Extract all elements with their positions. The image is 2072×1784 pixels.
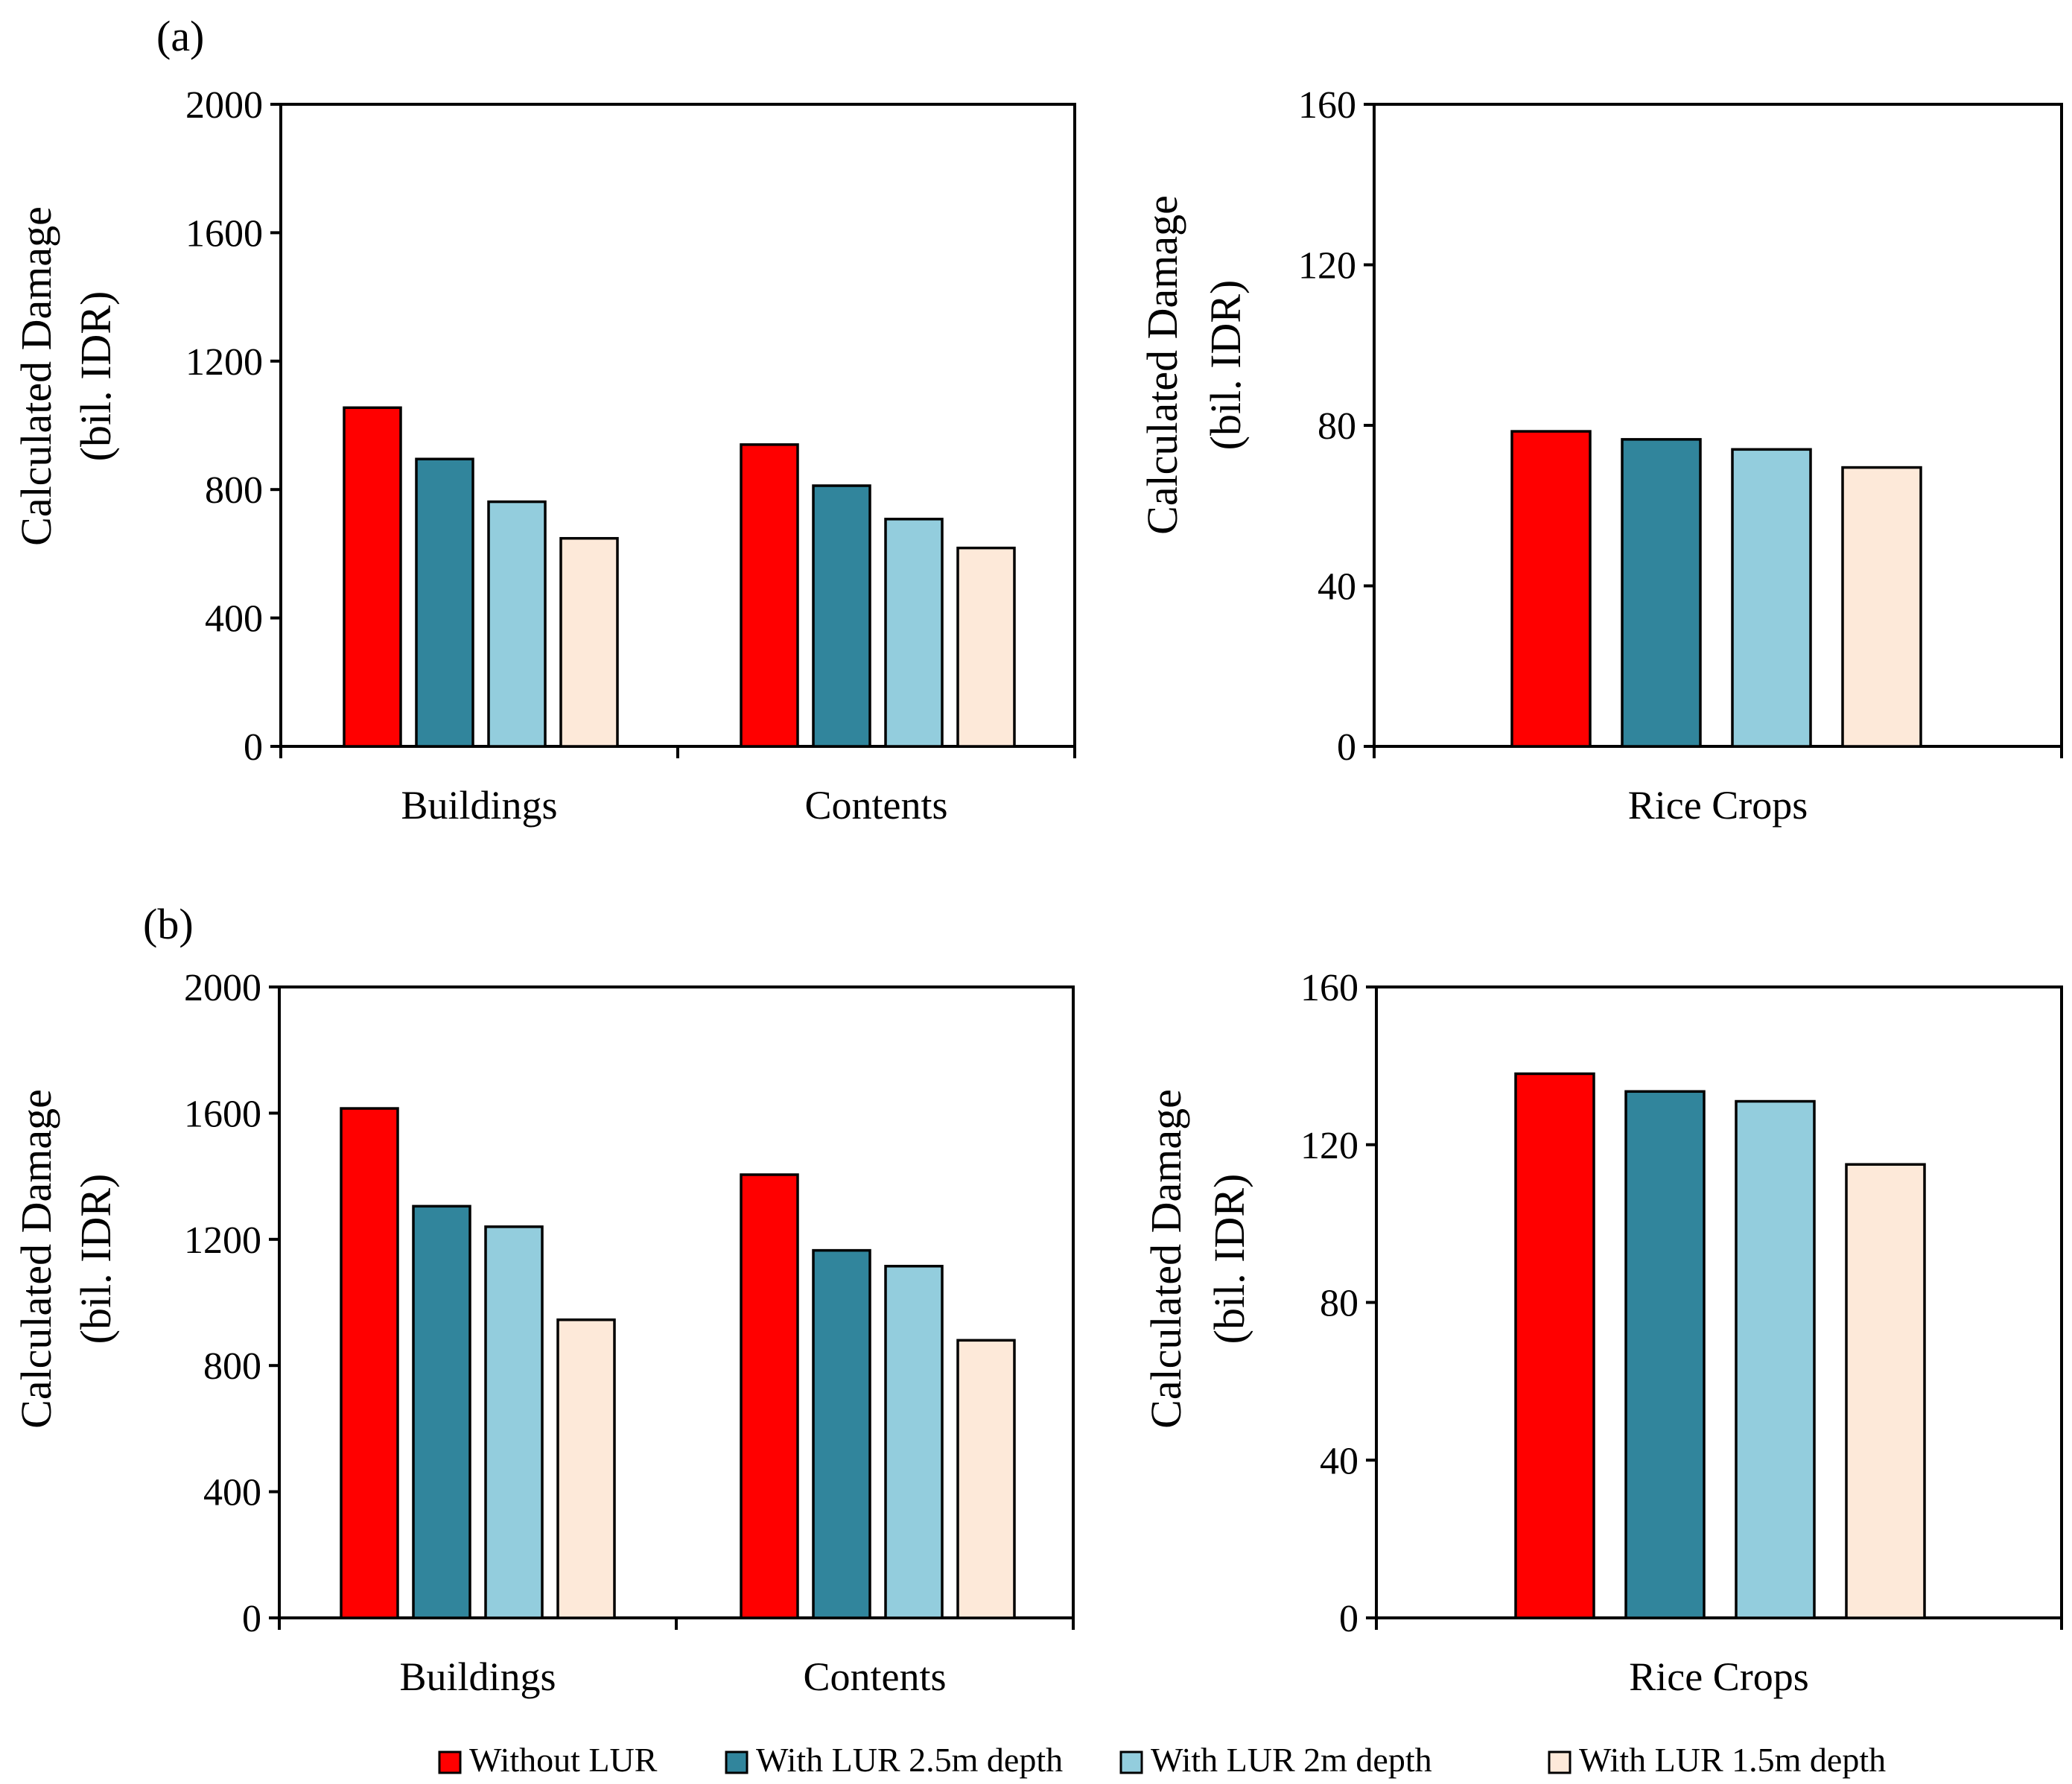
y-axis-label: Calculated Damage [1138, 195, 1186, 535]
bar [484, 1225, 544, 1619]
legend-label: With LUR 1.5m depth [1579, 1741, 1886, 1779]
legend-label: With LUR 2m depth [1151, 1741, 1432, 1779]
x-category-label: Contents [803, 1654, 946, 1699]
y-tick-label: 40 [1318, 566, 1356, 609]
y-tick-label: 0 [244, 726, 263, 769]
bar [412, 1204, 471, 1619]
y-tick-label: 1200 [184, 1219, 261, 1262]
chart-b-right: 0 40 80 120 160 Rice Crops Calculated Damage (b… [1142, 967, 2063, 1699]
legend-swatch [1548, 1750, 1572, 1774]
bar [1845, 1163, 1926, 1619]
y-tick-label: 160 [1300, 967, 1358, 1009]
y-tick-label: 120 [1300, 1125, 1358, 1167]
x-category-label: Buildings [399, 1654, 556, 1699]
bar [740, 1173, 799, 1619]
bar [884, 518, 944, 748]
y-tick-label: 80 [1318, 405, 1356, 448]
bar [1731, 448, 1812, 748]
bar [556, 1318, 616, 1619]
y-tick-label: 40 [1320, 1440, 1358, 1482]
bar [956, 1339, 1016, 1619]
y-tick-label: 2000 [184, 967, 261, 1009]
legend-swatch [438, 1750, 462, 1774]
bar [559, 536, 619, 748]
y-axis-unit-label: (bil. IDR) [1201, 280, 1250, 451]
x-category-label: Rice Crops [1628, 783, 1808, 828]
y-tick-label: 120 [1298, 245, 1356, 288]
y-axis-label: Calculated Damage [12, 1089, 60, 1429]
bar [415, 457, 474, 748]
legend: Without LUR With LUR 2.5m depth With LUR 2… [438, 1741, 1886, 1779]
y-tick-label: 2000 [185, 84, 263, 127]
y-tick-label: 0 [242, 1598, 261, 1640]
bar [1735, 1099, 1816, 1619]
plot-frame [1373, 103, 2063, 748]
legend-label: Without LUR [469, 1741, 658, 1779]
y-axis-unit-label: (bil. IDR) [71, 291, 120, 462]
x-category-label: Rice Crops [1629, 1654, 1808, 1699]
y-tick-label: 80 [1320, 1283, 1358, 1325]
bar [487, 500, 547, 748]
x-category-label: Buildings [401, 783, 557, 828]
y-tick-label: 400 [205, 598, 263, 641]
legend-swatch [1119, 1750, 1143, 1774]
bar [1514, 1072, 1595, 1619]
bar [812, 1248, 871, 1619]
y-tick-label: 400 [203, 1472, 261, 1514]
y-tick-label: 160 [1298, 84, 1356, 127]
y-tick-label: 0 [1337, 726, 1356, 769]
plot-frame [1375, 985, 2063, 1619]
chart-b-left: 0 400 800 1200 1600 2000 Buildings Contents Calc… [12, 900, 1075, 1699]
panel-label: (a) [156, 12, 204, 60]
bar [812, 484, 871, 748]
legend-swatch [725, 1750, 749, 1774]
bar [740, 443, 799, 748]
y-tick-label: 0 [1339, 1598, 1358, 1640]
bar [956, 546, 1016, 748]
chart-a-right: 0 40 80 120 160 Rice Crops Calculated Damage (b… [1138, 84, 2063, 828]
y-axis-label: Calculated Damage [1142, 1089, 1190, 1429]
y-tick-label: 1600 [184, 1093, 261, 1135]
y-tick-label: 800 [203, 1345, 261, 1388]
bar [1624, 1090, 1706, 1619]
y-tick-label: 800 [205, 469, 263, 512]
bar [1841, 466, 1922, 748]
x-category-label: Contents [804, 783, 947, 828]
y-tick-label: 1600 [185, 212, 263, 255]
bar [1510, 430, 1592, 748]
y-axis-unit-label: (bil. IDR) [71, 1174, 120, 1345]
bar [343, 406, 402, 748]
panel-label: (b) [143, 900, 194, 948]
y-axis-unit-label: (bil. IDR) [1205, 1174, 1253, 1345]
y-axis-label: Calculated Damage [12, 206, 60, 546]
bar [884, 1265, 944, 1619]
chart-a-left: 0 400 800 1200 1600 2000 Buildings Contents Calc… [12, 12, 1076, 828]
bar [1621, 438, 1702, 748]
y-tick-label: 1200 [185, 341, 263, 384]
legend-label: With LUR 2.5m depth [756, 1741, 1063, 1779]
bar [340, 1107, 399, 1619]
